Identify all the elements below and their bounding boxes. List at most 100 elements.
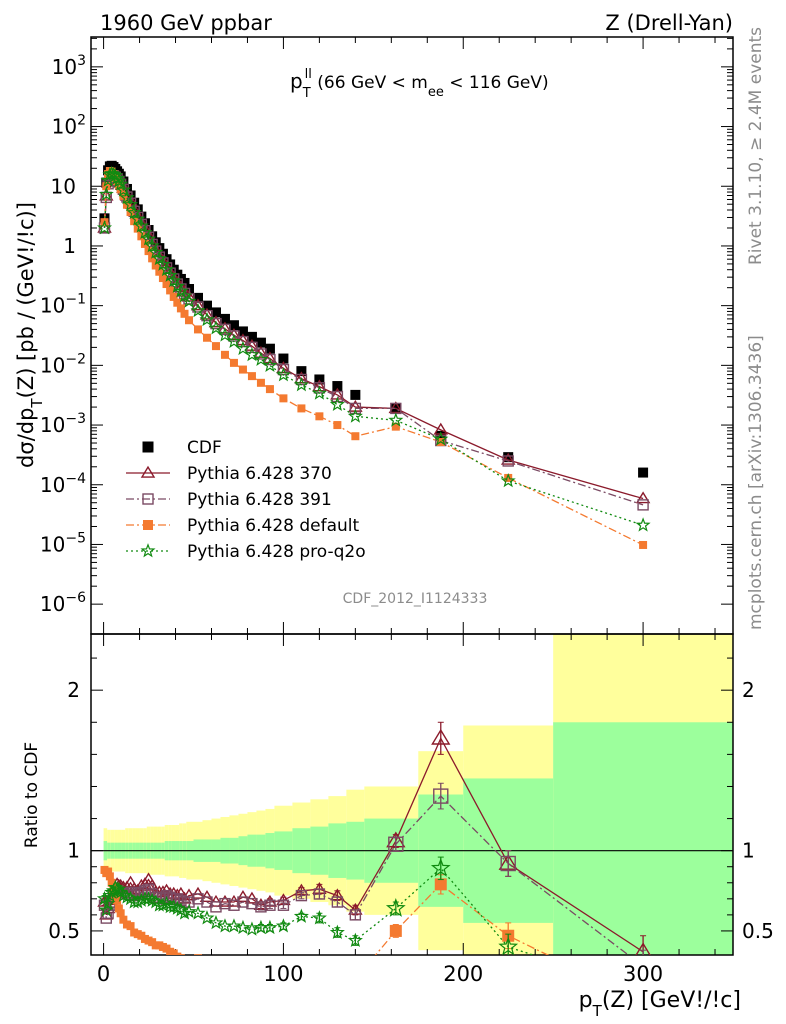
y-tick-base: 10 (40, 473, 65, 497)
data-point (246, 341, 258, 354)
ratio-data-point (119, 915, 128, 924)
legend-entry: Pythia 6.428 default (126, 516, 360, 536)
ratio-data-point (139, 885, 151, 897)
legend-marker (142, 493, 154, 505)
ratio-y-tick-label: 1 (67, 839, 80, 863)
y-tick-exponent: 2 (77, 113, 86, 129)
data-point (331, 390, 344, 403)
y-tick-label: 10−6 (40, 590, 86, 616)
data-point (211, 342, 220, 351)
data-point (235, 340, 251, 356)
data-point (208, 315, 224, 328)
data-point (141, 231, 157, 246)
legend: CDF Pythia 6.428 370 Pythia 6.428 391 Pythi… (126, 438, 366, 562)
ratio-data-point (295, 889, 308, 902)
data-point (228, 320, 239, 331)
ratio-data-point (113, 896, 122, 905)
data-point (219, 323, 231, 336)
ratio-data-point (228, 899, 240, 911)
ratio-data-point (155, 885, 171, 898)
data-point (123, 196, 139, 212)
data-point (246, 331, 257, 342)
data-point (255, 337, 266, 348)
title-range-close: < 116 GeV) (444, 73, 549, 93)
series-1 (97, 167, 651, 504)
ratio-data-point (235, 890, 251, 902)
ratio-uncertainty-bands (103, 634, 733, 955)
legend-label: CDF (187, 438, 222, 458)
ratio-plot-frame (90, 633, 734, 956)
data-point (159, 259, 174, 272)
data-point (253, 345, 269, 358)
data-point (262, 357, 278, 373)
ratio-data-point (349, 909, 362, 921)
y-tick-label: 10−5 (40, 530, 86, 556)
header-right: Z (Drell-Yan) (605, 11, 733, 35)
y-tick-base: 1 (63, 234, 76, 258)
data-point (176, 304, 185, 313)
data-point (350, 389, 361, 400)
ratio-data-point (169, 949, 178, 955)
ratio-data-point (203, 961, 211, 969)
data-point (244, 346, 260, 362)
ratio-data-point (248, 970, 256, 978)
series-2 (98, 170, 649, 511)
ratio-data-point (433, 788, 449, 804)
ratio-data-point (293, 908, 309, 923)
data-point (293, 377, 309, 392)
legend-entry: Pythia 6.428 391 (126, 490, 332, 510)
data-point (349, 402, 362, 415)
ratio-data-point (385, 898, 406, 917)
series-3 (100, 167, 648, 549)
y-tick-base: 10 (51, 174, 76, 198)
ratio-y-tick-label: 0.5 (48, 919, 80, 943)
ratio-data-point (430, 857, 451, 877)
ratio-data-point (100, 895, 116, 911)
ratio-data-point (277, 899, 290, 911)
ratio-series-3 (96, 856, 536, 955)
data-point (635, 491, 651, 504)
ratio-data-point (104, 867, 113, 876)
xlabel-sub: T (592, 1002, 603, 1020)
ratio-data-point (333, 972, 341, 980)
data-point (638, 467, 649, 478)
data-point (296, 366, 307, 377)
y-tick-exponent: −4 (65, 471, 86, 487)
data-point (111, 173, 127, 188)
data-point (201, 300, 212, 311)
data-point (169, 292, 178, 301)
ratio-data-point (134, 878, 149, 891)
data-point (333, 421, 342, 430)
data-point (162, 267, 178, 282)
ratio-data-point (255, 901, 267, 913)
ratio-y-axis-label: Ratio to CDF (22, 742, 42, 848)
y-tick-exponent: −6 (65, 590, 86, 606)
ratio-data-point (221, 965, 229, 973)
ratio-data-point (500, 855, 516, 872)
data-point (190, 302, 206, 318)
title-range-open: (66 GeV < m (312, 73, 428, 93)
y-tick-base: 10 (40, 413, 65, 437)
ratio-data-point (226, 918, 242, 933)
title-sup-ll: ll (305, 67, 312, 82)
rivet-version-label: Rivet 3.1.10, ≥ 2.4M events (746, 27, 766, 265)
data-point (500, 472, 516, 488)
data-point (199, 311, 215, 327)
data-point (210, 317, 222, 330)
ratio-data-point (111, 881, 127, 896)
ratio-data-point (116, 909, 125, 918)
data-point (98, 186, 114, 201)
data-point (351, 432, 360, 441)
data-point (158, 274, 167, 283)
ratio-series-group (96, 721, 651, 980)
y-tick-base: 10 (40, 353, 65, 377)
data-point (151, 250, 167, 266)
ratio-data-point (275, 918, 291, 933)
ratio-data-point (635, 942, 651, 955)
ratio-data-point (262, 919, 278, 935)
data-point (165, 259, 176, 270)
data-point (179, 277, 190, 288)
ratio-data-point (114, 904, 123, 913)
ylabel-part1: dσ/dp (14, 408, 38, 468)
ratio-data-point (237, 896, 249, 908)
